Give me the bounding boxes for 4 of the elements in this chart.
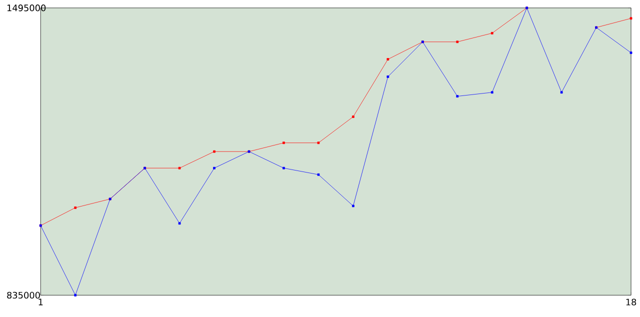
x-tick-label: 18 [626, 298, 636, 306]
y-tick-label: 1495000 [7, 4, 46, 12]
y-tick-label: 835000 [7, 292, 40, 299]
x-tick-label: 1 [38, 298, 43, 306]
